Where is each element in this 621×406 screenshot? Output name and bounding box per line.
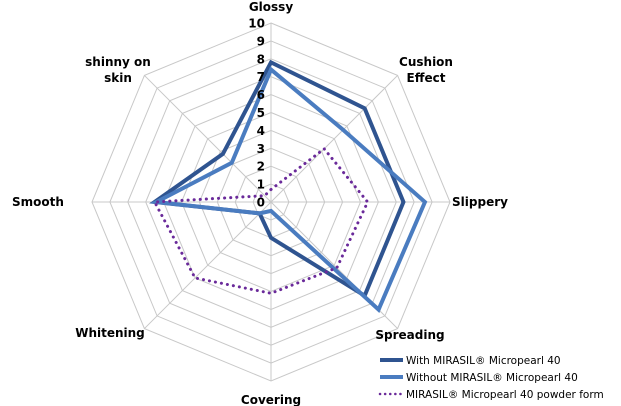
spoke xyxy=(270,75,398,203)
series-line-0 xyxy=(149,59,406,299)
tick-label: 7 xyxy=(257,70,265,84)
series-line-1 xyxy=(149,66,428,313)
legend-label-2: MIRASIL® Micropearl 40 powder form xyxy=(406,389,604,401)
tick-label: 10 xyxy=(248,17,265,31)
spoke xyxy=(144,75,272,203)
tick-label: 4 xyxy=(257,124,265,138)
tick-label: 6 xyxy=(257,88,265,102)
tick-label: 3 xyxy=(257,142,265,156)
category-label: Slippery xyxy=(452,195,508,209)
category-labels: Glossy Cushion Effect Slippery Spreading Cove… xyxy=(12,0,508,406)
tick-label: 5 xyxy=(257,106,265,120)
tick-label: 2 xyxy=(257,160,265,174)
spoke xyxy=(144,201,272,329)
category-label: Glossy xyxy=(249,0,293,14)
category-label: Spreading xyxy=(375,328,444,342)
legend-label-1: Without MIRASIL® Micropearl 40 xyxy=(406,372,578,384)
legend: With MIRASIL® Micropearl 40 Without MIRAS… xyxy=(378,355,604,401)
tick-label: 0 xyxy=(257,196,265,210)
series-layer xyxy=(149,59,428,313)
category-label: Whitening xyxy=(75,326,145,340)
legend-label-0: With MIRASIL® Micropearl 40 xyxy=(406,355,561,367)
tick-label: 9 xyxy=(257,34,265,48)
category-label: Smooth xyxy=(12,195,64,209)
tick-labels: 0 1 2 3 4 5 6 7 8 9 10 xyxy=(248,17,265,210)
tick-label: 1 xyxy=(257,178,265,192)
category-label: Cushion Effect xyxy=(399,55,453,85)
tick-label: 8 xyxy=(257,52,265,66)
category-label: Covering xyxy=(241,393,301,406)
category-label: shinny on skin xyxy=(85,55,151,85)
